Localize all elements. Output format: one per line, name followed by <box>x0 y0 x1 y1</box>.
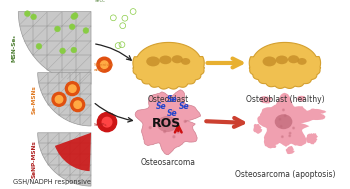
Text: ROS: ROS <box>152 117 181 130</box>
Circle shape <box>293 127 294 129</box>
Ellipse shape <box>159 56 172 64</box>
Circle shape <box>172 110 174 112</box>
Circle shape <box>25 11 30 17</box>
Circle shape <box>97 57 112 72</box>
Circle shape <box>149 127 151 129</box>
Polygon shape <box>135 90 201 155</box>
Circle shape <box>55 96 63 103</box>
Text: Se: Se <box>167 95 178 104</box>
Circle shape <box>55 26 60 32</box>
Polygon shape <box>257 93 314 148</box>
Circle shape <box>74 101 82 108</box>
Circle shape <box>71 47 77 53</box>
Circle shape <box>36 43 42 49</box>
Text: Se: Se <box>155 101 166 111</box>
Text: SeNPs: SeNPs <box>94 123 107 127</box>
Polygon shape <box>286 146 295 154</box>
Text: Osteoblast: Osteoblast <box>148 95 189 104</box>
Circle shape <box>71 98 85 112</box>
Text: SeNP-MSNs: SeNP-MSNs <box>31 140 36 178</box>
Polygon shape <box>306 133 318 144</box>
Circle shape <box>175 121 177 123</box>
Circle shape <box>173 136 175 138</box>
Circle shape <box>97 112 117 132</box>
Text: Osteosarcoma: Osteosarcoma <box>141 158 196 167</box>
Circle shape <box>31 14 36 20</box>
Wedge shape <box>18 12 91 84</box>
Circle shape <box>72 13 78 19</box>
Circle shape <box>83 28 89 33</box>
Polygon shape <box>304 108 327 120</box>
Text: Osteosarcoma (apoptosis): Osteosarcoma (apoptosis) <box>234 170 335 179</box>
Text: SeO₄²⁻: SeO₄²⁻ <box>94 0 109 2</box>
Polygon shape <box>253 124 262 134</box>
Wedge shape <box>55 133 91 171</box>
Ellipse shape <box>146 57 160 66</box>
Circle shape <box>289 132 291 134</box>
Text: Osteoblast (healthy): Osteoblast (healthy) <box>246 95 324 104</box>
Circle shape <box>102 117 112 127</box>
Text: MSN-Seₓ: MSN-Seₓ <box>12 34 17 62</box>
Circle shape <box>156 122 159 124</box>
Circle shape <box>280 125 282 127</box>
Circle shape <box>279 119 281 120</box>
Circle shape <box>177 131 179 133</box>
Text: Selenium
atom: Selenium atom <box>94 63 114 72</box>
Polygon shape <box>297 96 305 102</box>
Ellipse shape <box>181 58 190 65</box>
Circle shape <box>289 135 290 137</box>
Ellipse shape <box>288 55 299 63</box>
Ellipse shape <box>172 55 183 63</box>
Text: Se-MSNs: Se-MSNs <box>31 85 36 114</box>
Text: Se: Se <box>179 101 189 111</box>
Ellipse shape <box>157 116 177 132</box>
Circle shape <box>285 115 286 116</box>
Circle shape <box>100 61 108 68</box>
Text: Se: Se <box>167 109 178 118</box>
Polygon shape <box>133 42 204 89</box>
Ellipse shape <box>297 58 307 65</box>
Wedge shape <box>38 133 91 186</box>
Ellipse shape <box>262 57 276 66</box>
Circle shape <box>163 122 165 124</box>
Circle shape <box>71 14 77 19</box>
Circle shape <box>281 136 283 138</box>
Polygon shape <box>249 42 321 88</box>
Polygon shape <box>260 96 272 104</box>
Ellipse shape <box>275 114 292 129</box>
Circle shape <box>283 109 284 111</box>
Polygon shape <box>266 140 277 148</box>
Circle shape <box>60 48 65 54</box>
Text: GSH/NADPH responsive: GSH/NADPH responsive <box>13 179 91 185</box>
Circle shape <box>52 92 66 106</box>
Wedge shape <box>38 73 91 126</box>
Circle shape <box>69 85 76 92</box>
Circle shape <box>65 82 79 96</box>
Circle shape <box>184 120 186 122</box>
Ellipse shape <box>275 56 288 64</box>
Circle shape <box>69 24 75 30</box>
Circle shape <box>164 131 166 133</box>
